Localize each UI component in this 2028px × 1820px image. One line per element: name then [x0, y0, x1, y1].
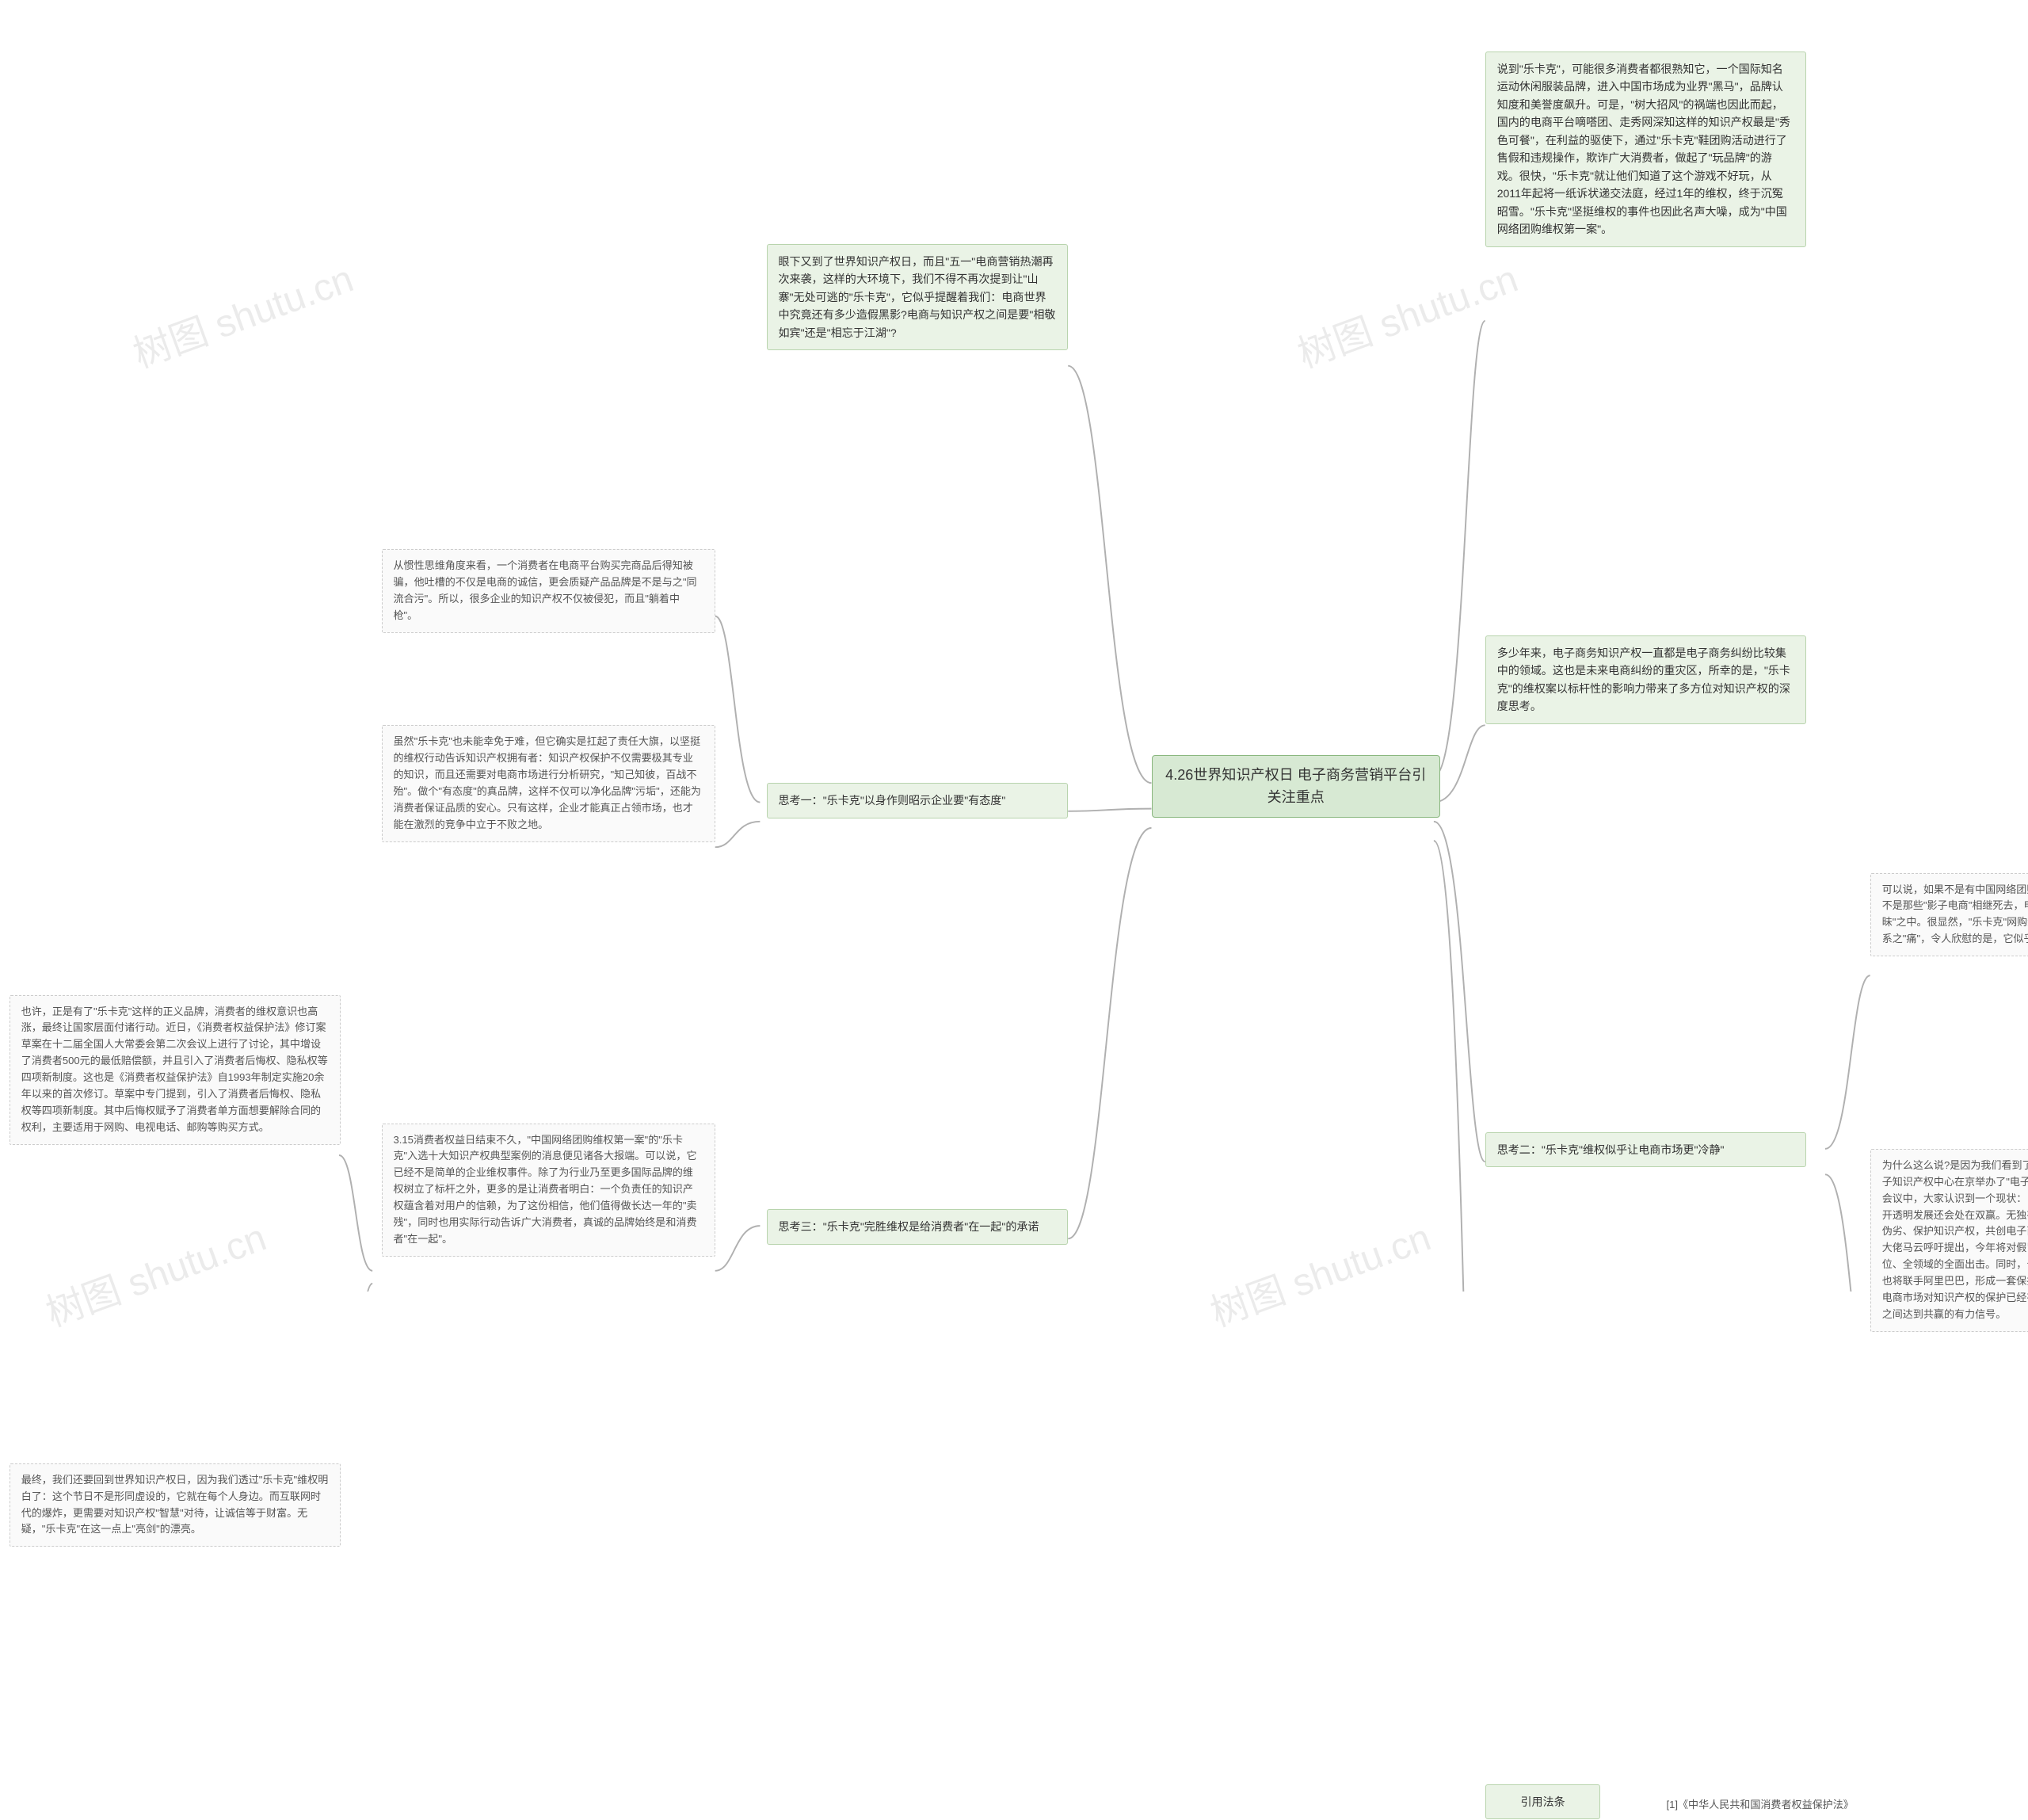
citation-ref: [1]《中华人民共和国消费者权益保护法》 — [1665, 1791, 2028, 1820]
think3-title: 思考三："乐卡克"完胜维权是给消费者"在一起"的承诺 — [779, 1220, 1039, 1233]
think3-leaf3[interactable]: 最终，我们还要回到世界知识产权日，因为我们透过"乐卡克"维权明白了：这个节日不是… — [10, 1463, 341, 1547]
think2-title: 思考二："乐卡克"维权似乎让电商市场更"冷静" — [1497, 1143, 1725, 1156]
think1-leaf2[interactable]: 虽然"乐卡克"也未能幸免于难，但它确实是扛起了责任大旗，以坚挺的维权行动告诉知识… — [382, 725, 715, 841]
think3-leaf2-text: 也许，正是有了"乐卡克"这样的正义品牌，消费者的维权意识也高涨，最终让国家层面付… — [21, 1005, 328, 1133]
left-intro-node[interactable]: 眼下又到了世界知识产权日，而且"五一"电商营销热潮再次来袭，这样的大环境下，我们… — [767, 244, 1069, 351]
think3-leaf1[interactable]: 3.15消费者权益日结束不久，"中国网络团购维权第一案"的"乐卡克"入选十大知识… — [382, 1124, 715, 1257]
think3-node[interactable]: 思考三："乐卡克"完胜维权是给消费者"在一起"的承诺 — [767, 1209, 1069, 1245]
right-summary-node[interactable]: 多少年来，电子商务知识产权一直都是电子商务纠纷比较集中的领域。这也是未来电商纠纷… — [1485, 635, 1806, 724]
left-intro-text: 眼下又到了世界知识产权日，而且"五一"电商营销热潮再次来袭，这样的大环境下，我们… — [779, 255, 1056, 339]
think2-node[interactable]: 思考二："乐卡克"维权似乎让电商市场更"冷静" — [1485, 1132, 1806, 1168]
watermark: 树图 shutu.cn — [124, 247, 360, 378]
watermark: 树图 shutu.cn — [1202, 1206, 1437, 1337]
watermark: 树图 shutu.cn — [37, 1206, 273, 1337]
think2-leaf1[interactable]: 可以说，如果不是有中国网络团购维权第一案引发的"乐卡克"效应，如果不是那些"影子… — [1870, 873, 2028, 957]
center-topic[interactable]: 4.26世界知识产权日 电子商务营销平台引关注重点 — [1152, 755, 1441, 818]
citation-text: [1]《中华人民共和国消费者权益保护法》 — [1667, 1799, 1854, 1810]
think2-leaf2[interactable]: 为什么这么说?是因为我们看到了行动。草长莺飞的三月，国家工信部电子知识产权中心在… — [1870, 1149, 2028, 1332]
citation-node[interactable]: 引用法条 — [1485, 1784, 1601, 1820]
right-intro-node[interactable]: 说到"乐卡克"，可能很多消费者都很熟知它，一个国际知名运动休闲服装品牌，进入中国… — [1485, 52, 1806, 247]
watermark: 树图 shutu.cn — [1289, 247, 1524, 378]
think3-leaf3-text: 最终，我们还要回到世界知识产权日，因为我们透过"乐卡克"维权明白了：这个节日不是… — [21, 1474, 329, 1536]
think1-node[interactable]: 思考一："乐卡克"以身作则昭示企业要"有态度" — [767, 783, 1069, 818]
citation-title: 引用法条 — [1520, 1795, 1565, 1808]
think1-leaf2-text: 虽然"乐卡克"也未能幸免于难，但它确实是扛起了责任大旗，以坚挺的维权行动告诉知识… — [394, 735, 701, 830]
right-intro-text: 说到"乐卡克"，可能很多消费者都很熟知它，一个国际知名运动休闲服装品牌，进入中国… — [1497, 63, 1790, 236]
think1-leaf1[interactable]: 从惯性思维角度来看，一个消费者在电商平台购买完商品后得知被骗，他吐槽的不仅是电商… — [382, 549, 715, 633]
think3-leaf1-text: 3.15消费者权益日结束不久，"中国网络团购维权第一案"的"乐卡克"入选十大知识… — [394, 1134, 697, 1245]
right-summary-text: 多少年来，电子商务知识产权一直都是电子商务纠纷比较集中的领域。这也是未来电商纠纷… — [1497, 647, 1790, 713]
think2-leaf1-text: 可以说，如果不是有中国网络团购维权第一案引发的"乐卡克"效应，如果不是那些"影子… — [1882, 883, 2028, 945]
think2-leaf2-text: 为什么这么说?是因为我们看到了行动。草长莺飞的三月，国家工信部电子知识产权中心在… — [1882, 1159, 2028, 1320]
think1-leaf1-text: 从惯性思维角度来看，一个消费者在电商平台购买完商品后得知被骗，他吐槽的不仅是电商… — [394, 559, 697, 621]
think3-leaf2[interactable]: 也许，正是有了"乐卡克"这样的正义品牌，消费者的维权意识也高涨，最终让国家层面付… — [10, 995, 341, 1145]
center-topic-text: 4.26世界知识产权日 电子商务营销平台引关注重点 — [1165, 767, 1426, 806]
think1-title: 思考一："乐卡克"以身作则昭示企业要"有态度" — [779, 794, 1006, 807]
